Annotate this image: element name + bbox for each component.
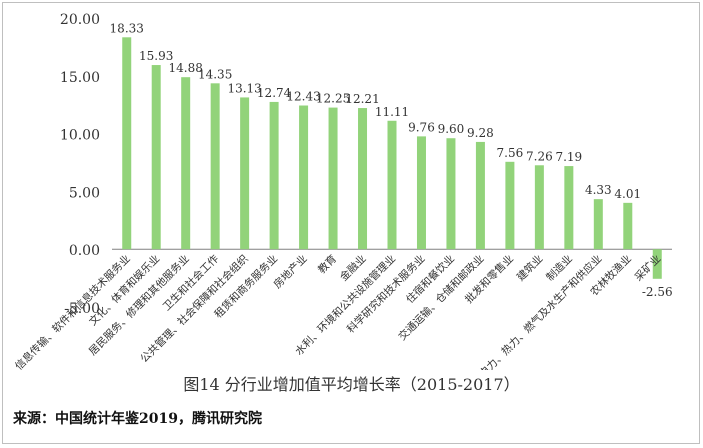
- category-label: 教育: [315, 252, 339, 276]
- y-tick-label: 5.00: [69, 185, 100, 201]
- data-label: 7.19: [555, 150, 582, 164]
- data-label: 9.28: [467, 126, 494, 140]
- bar: [299, 105, 309, 250]
- y-tick-label: 15.00: [60, 70, 100, 86]
- data-label: 12.21: [345, 92, 379, 106]
- bar: [534, 165, 544, 250]
- bar: [593, 199, 603, 250]
- data-label: 4.01: [614, 187, 641, 201]
- bar: [416, 136, 426, 250]
- data-label: 7.26: [526, 149, 553, 163]
- source-note: 来源：中国统计年鉴2019，腾讯研究院: [13, 411, 262, 427]
- bar: [151, 65, 161, 250]
- bar: [446, 138, 456, 250]
- data-label: 12.43: [286, 90, 320, 104]
- bar: [210, 83, 220, 250]
- y-tick-label: 0.00: [69, 243, 100, 259]
- data-label: 14.35: [198, 67, 232, 81]
- bar: [387, 120, 397, 250]
- bar: [623, 202, 633, 250]
- data-label: 13.13: [227, 81, 261, 95]
- category-label: 信息传输、软件和信息技术服务业: [12, 252, 133, 370]
- bar: [269, 101, 279, 250]
- data-label: 7.56: [497, 146, 524, 160]
- data-label: -2.56: [642, 285, 673, 299]
- category-label: 公共管理、社会保障和社会组织: [138, 252, 251, 365]
- bar: [358, 108, 368, 250]
- data-label: 14.88: [169, 61, 203, 75]
- figure-frame: [2, 2, 700, 444]
- data-label: 9.60: [438, 122, 465, 136]
- data-label: 15.93: [139, 49, 173, 63]
- figure-caption: 图14 分行业增加值平均增长率（2015-2017）: [183, 375, 520, 394]
- bar: [240, 97, 250, 250]
- data-label: 18.33: [110, 21, 144, 35]
- category-label: 建筑业: [514, 252, 545, 283]
- bar: [328, 107, 338, 250]
- data-label: 4.33: [585, 183, 612, 197]
- data-label: 9.76: [408, 120, 435, 134]
- bar-chart: -5.00 0.00 5.00 10.00 15.00 20.00 18.33 信息传输、软件…: [12, 12, 673, 370]
- bar: [122, 37, 132, 250]
- data-label: 11.11: [375, 105, 409, 119]
- y-tick-label: -5.00: [64, 301, 100, 317]
- bar: [652, 249, 662, 279]
- data-label: 12.74: [257, 86, 292, 100]
- y-tick-label: 20.00: [60, 12, 100, 28]
- data-label: 12.25: [316, 92, 350, 106]
- bar: [564, 166, 574, 250]
- bar: [505, 161, 515, 250]
- y-tick-label: 10.00: [60, 128, 100, 144]
- bar: [181, 77, 191, 250]
- bar: [475, 141, 485, 250]
